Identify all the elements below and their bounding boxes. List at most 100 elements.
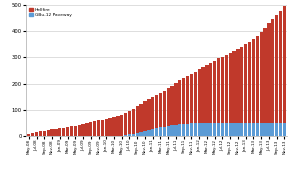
Bar <box>151 129 154 136</box>
Bar <box>186 76 189 124</box>
Bar <box>283 6 286 123</box>
Bar <box>225 55 228 123</box>
Bar <box>205 65 209 123</box>
Bar <box>43 130 46 136</box>
Bar <box>143 130 147 136</box>
Bar <box>263 123 267 136</box>
Bar <box>229 123 232 136</box>
Bar <box>77 125 81 136</box>
Bar <box>279 123 282 136</box>
Bar <box>248 42 251 123</box>
Bar <box>260 123 263 136</box>
Bar <box>128 135 131 136</box>
Bar <box>190 74 193 124</box>
Bar <box>105 119 108 136</box>
Bar <box>248 123 251 136</box>
Bar <box>244 123 247 136</box>
Bar <box>171 86 174 125</box>
Bar <box>147 99 151 130</box>
Bar <box>120 115 123 136</box>
Bar <box>155 128 158 136</box>
Bar <box>217 123 220 136</box>
Bar <box>178 80 182 124</box>
Bar <box>147 130 151 136</box>
Bar <box>190 124 193 136</box>
Bar <box>252 39 255 123</box>
Bar <box>124 113 127 135</box>
Bar <box>132 109 135 134</box>
Bar <box>139 104 143 132</box>
Bar <box>58 128 61 136</box>
Bar <box>155 95 158 128</box>
Bar <box>260 32 263 123</box>
Bar <box>205 123 209 136</box>
Bar <box>166 126 170 136</box>
Bar <box>221 57 224 123</box>
Bar <box>271 19 274 123</box>
Bar <box>35 132 38 136</box>
Bar <box>275 123 278 136</box>
Bar <box>70 126 73 136</box>
Bar <box>101 120 104 136</box>
Bar <box>186 124 189 136</box>
Bar <box>93 121 96 136</box>
Bar <box>263 28 267 123</box>
Bar <box>159 127 162 136</box>
Bar <box>124 135 127 136</box>
Bar <box>163 91 166 127</box>
Bar <box>97 120 100 136</box>
Bar <box>267 23 271 123</box>
Bar <box>283 123 286 136</box>
Bar <box>136 133 139 136</box>
Bar <box>229 53 232 123</box>
Bar <box>39 131 42 136</box>
Bar <box>27 135 30 136</box>
Bar <box>279 11 282 123</box>
Bar <box>112 117 116 136</box>
Bar <box>232 123 236 136</box>
Legend: Hellfire, GBu-12 Paveway: Hellfire, GBu-12 Paveway <box>28 7 72 18</box>
Bar <box>194 72 197 124</box>
Bar <box>136 106 139 133</box>
Bar <box>271 123 274 136</box>
Bar <box>166 88 170 126</box>
Bar <box>159 93 162 127</box>
Bar <box>213 123 216 136</box>
Bar <box>197 69 201 123</box>
Bar <box>197 123 201 136</box>
Bar <box>240 123 243 136</box>
Bar <box>236 123 240 136</box>
Bar <box>221 123 224 136</box>
Bar <box>174 83 177 125</box>
Bar <box>174 125 177 136</box>
Bar <box>132 134 135 136</box>
Bar <box>182 78 185 124</box>
Bar <box>171 125 174 136</box>
Bar <box>244 44 247 123</box>
Bar <box>240 47 243 123</box>
Bar <box>225 123 228 136</box>
Bar <box>128 111 131 135</box>
Bar <box>50 129 54 136</box>
Bar <box>139 132 143 136</box>
Bar <box>46 130 50 136</box>
Bar <box>163 127 166 136</box>
Bar <box>236 49 240 123</box>
Bar <box>66 127 69 136</box>
Bar <box>151 97 154 129</box>
Bar <box>209 63 213 123</box>
Bar <box>202 67 205 123</box>
Bar <box>202 123 205 136</box>
Bar <box>267 123 271 136</box>
Bar <box>217 58 220 123</box>
Bar <box>143 101 147 130</box>
Bar <box>194 124 197 136</box>
Bar <box>85 123 88 136</box>
Bar <box>54 129 57 136</box>
Bar <box>232 52 236 123</box>
Bar <box>31 133 34 136</box>
Bar <box>275 15 278 123</box>
Bar <box>209 123 213 136</box>
Bar <box>256 36 259 123</box>
Bar <box>116 116 119 136</box>
